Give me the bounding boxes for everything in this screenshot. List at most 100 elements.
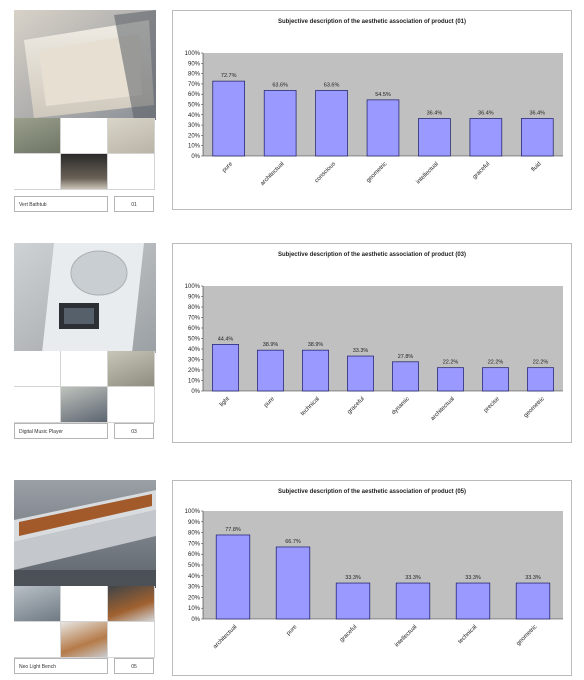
y-tick-label: 10%	[188, 144, 201, 150]
x-tick-label: intellectual	[416, 161, 440, 185]
thumbnail	[108, 154, 155, 190]
x-tick-label: architectual	[212, 624, 238, 650]
y-tick-label: 90%	[188, 520, 201, 526]
product-name: Vert Bathtub	[14, 196, 108, 212]
y-tick-label: 60%	[188, 92, 201, 98]
data-label: 36.4%	[478, 111, 494, 117]
product-name: Digital Music Player	[14, 423, 108, 439]
x-tick-label: geometric	[516, 624, 539, 647]
data-label: 22.2%	[443, 360, 459, 366]
bar	[395, 582, 431, 620]
y-tick-label: 20%	[188, 133, 201, 139]
chart-panel-01: Subjective description of the aesthetic …	[172, 10, 572, 210]
product-card-bathtub: Vert Bathtub 01	[14, 10, 156, 212]
thumbnail	[14, 351, 61, 387]
bar-chart-01: 100% 90% 80% 70% 60% 50% 40% 30% 20% 10% 0% 72.7% pu…	[185, 51, 563, 187]
y-tick-label: 20%	[188, 595, 201, 601]
thumbnail	[61, 586, 108, 622]
data-label: 38.9%	[308, 342, 324, 348]
chart-title: Subjective description of the aesthetic …	[277, 19, 467, 25]
x-tick-label: graceful	[347, 396, 366, 415]
bar	[212, 80, 246, 157]
y-tick-label: 20%	[188, 368, 201, 374]
data-label: 54.5%	[375, 92, 391, 98]
x-tick-label: architectual	[430, 396, 456, 422]
bar	[263, 90, 297, 157]
thumbnail	[14, 154, 61, 190]
y-tick-label: 30%	[188, 123, 201, 129]
data-label: 77.8%	[225, 527, 241, 533]
thumbnail	[14, 387, 61, 423]
thumbnail	[61, 387, 108, 423]
thumbnail	[14, 586, 61, 622]
product-caption: Vert Bathtub 01	[14, 196, 156, 214]
product-code: 03	[114, 423, 154, 439]
x-tick-label: pure	[263, 396, 276, 409]
bar	[335, 582, 371, 620]
y-tick-label: 80%	[188, 305, 201, 311]
product-caption: Digital Music Player 03	[14, 423, 156, 441]
data-label: 33.3%	[525, 575, 541, 581]
data-label: 33.3%	[353, 348, 369, 354]
data-label: 38.9%	[263, 342, 279, 348]
product-card-music-player: Digital Music Player 03	[14, 243, 156, 443]
chart-title: Subjective description of the aesthetic …	[277, 489, 467, 495]
chart-panel-03: Subjective description of the aesthetic …	[172, 243, 572, 443]
y-tick-label: 80%	[188, 531, 201, 537]
y-tick-label: 30%	[188, 585, 201, 591]
bar	[366, 99, 400, 157]
x-tick-label: intellectual	[394, 624, 418, 648]
data-label: 33.3%	[405, 575, 421, 581]
data-label: 33.3%	[345, 575, 361, 581]
thumbnail	[108, 586, 155, 622]
y-tick-label: 60%	[188, 326, 201, 332]
data-label: 33.3%	[465, 575, 481, 581]
y-tick-label: 90%	[188, 295, 201, 301]
data-label: 63.6%	[324, 82, 340, 88]
x-tick-label: light	[219, 396, 231, 408]
bar	[469, 118, 503, 157]
bar	[455, 582, 491, 620]
bar	[215, 534, 251, 620]
y-tick-label: 100%	[185, 509, 201, 515]
bar	[392, 361, 419, 392]
x-tick-label: technical	[457, 624, 478, 645]
bar	[302, 349, 329, 392]
plot-area	[203, 511, 563, 619]
x-tick-label: conscious	[314, 161, 337, 184]
x-tick-label: precise	[483, 396, 501, 414]
y-tick-label: 50%	[188, 563, 201, 569]
thumbnail	[61, 622, 108, 658]
thumbnail	[108, 118, 155, 154]
y-tick-label: 40%	[188, 574, 201, 580]
thumbnail	[108, 351, 155, 387]
thumbnail	[61, 118, 108, 154]
data-label: 27.8%	[398, 354, 414, 360]
thumbnail	[14, 622, 61, 658]
thumbnail	[108, 622, 155, 658]
bar	[257, 349, 284, 392]
x-tick-label: pure	[286, 624, 299, 637]
x-tick-label: graceful	[339, 624, 358, 643]
y-tick-label: 40%	[188, 113, 201, 119]
data-label: 63.6%	[272, 82, 288, 88]
plot-area	[203, 286, 563, 391]
y-tick-label: 60%	[188, 552, 201, 558]
y-tick-label: 90%	[188, 61, 201, 67]
thumbnail	[61, 154, 108, 190]
bar	[520, 118, 554, 157]
x-tick-label: geometric	[366, 161, 389, 184]
data-label: 22.2%	[488, 360, 504, 366]
x-tick-label: architectual	[260, 161, 286, 187]
thumbnail-grid	[14, 586, 155, 658]
bar	[315, 90, 348, 157]
bar	[482, 367, 509, 392]
data-label: 22.2%	[533, 360, 549, 366]
y-tick-label: 0%	[191, 154, 200, 160]
x-tick-label: geometric	[523, 396, 546, 419]
chart-panel-05: Subjective description of the aesthetic …	[172, 480, 572, 676]
thumbnail	[61, 351, 108, 387]
data-label: 66.7%	[285, 539, 301, 545]
thumbnail	[108, 387, 155, 423]
y-tick-label: 50%	[188, 103, 201, 109]
